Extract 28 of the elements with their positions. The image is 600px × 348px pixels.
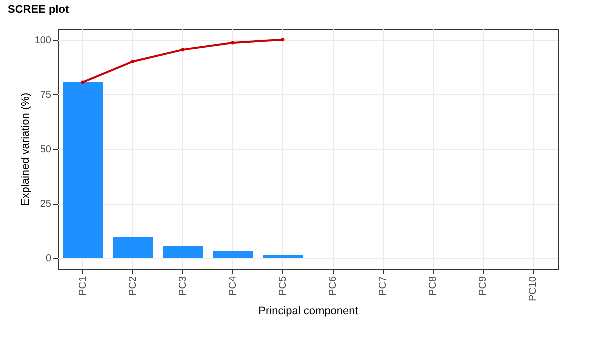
x-tick-label: PC7 <box>378 276 389 296</box>
point <box>181 48 185 52</box>
x-tick-label: PC3 <box>178 276 189 296</box>
x-tick-label: PC9 <box>478 276 489 296</box>
chart-title: SCREE plot <box>8 4 70 16</box>
bar <box>113 237 153 258</box>
x-tick-label: PC1 <box>78 276 89 296</box>
y-axis-title: Explained variation (%) <box>20 92 32 206</box>
y-tick-label: 100 <box>34 35 52 46</box>
point <box>281 38 285 42</box>
y-tick-label: 25 <box>40 199 52 210</box>
bar <box>163 246 203 258</box>
bar <box>63 82 103 258</box>
point <box>231 41 235 45</box>
point <box>131 60 135 64</box>
y-tick-label: 75 <box>40 90 52 101</box>
x-tick-label: PC10 <box>528 276 539 302</box>
x-tick-label: PC6 <box>328 276 339 296</box>
y-tick-label: 50 <box>40 144 52 156</box>
x-tick-label: PC8 <box>428 276 439 296</box>
bar <box>213 251 253 258</box>
y-tick-label: 0 <box>46 254 52 265</box>
x-tick-label: PC2 <box>128 276 139 296</box>
x-tick-label: PC4 <box>228 276 239 296</box>
x-tick-label: PC5 <box>278 276 289 296</box>
bar <box>263 255 303 258</box>
point <box>81 80 85 84</box>
x-axis-title: Principal component <box>258 306 358 318</box>
